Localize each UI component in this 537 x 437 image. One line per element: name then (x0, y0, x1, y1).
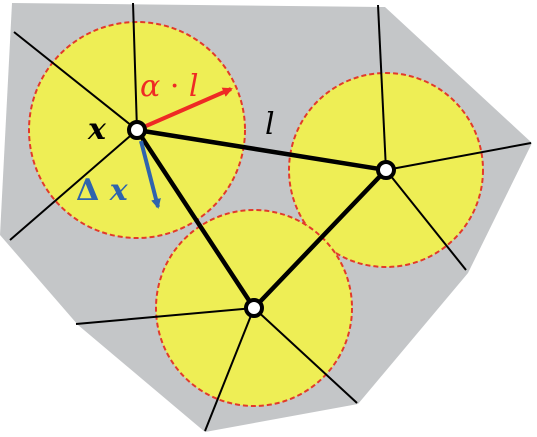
boundary-edge (75, 307, 255, 325)
mesh-edges (135, 127, 388, 310)
boundary-edge (253, 307, 358, 404)
mesh-edge-x-right (136, 127, 387, 173)
step-size-label: α · l (140, 69, 199, 104)
boundary-edge (377, 4, 387, 171)
node-x (127, 120, 147, 140)
edge-length-label: l (265, 107, 275, 142)
position-label: x (87, 112, 107, 147)
step-size-arrow (145, 87, 233, 128)
boundary-edge (385, 169, 467, 271)
node-right (376, 160, 396, 180)
displacement-delta: Δ (76, 173, 99, 208)
boundary-edge (9, 129, 138, 241)
boundary-edge (385, 142, 532, 171)
mesh-edge-right-bottom (252, 168, 388, 310)
boundary-edge (13, 31, 138, 131)
displacement-x: x (109, 173, 129, 208)
displacement-arrow (139, 140, 161, 209)
boundary-edge (132, 2, 138, 131)
node-bottom (244, 298, 264, 318)
displacement-label: Δ x (76, 173, 129, 208)
boundary-edges (9, 2, 532, 432)
step-size-l: l (189, 69, 199, 104)
step-size-alpha: α (140, 69, 160, 104)
step-size-dot: · (170, 69, 180, 104)
mesh-edge-x-bottom (135, 128, 256, 310)
boundary-edge (204, 307, 255, 432)
